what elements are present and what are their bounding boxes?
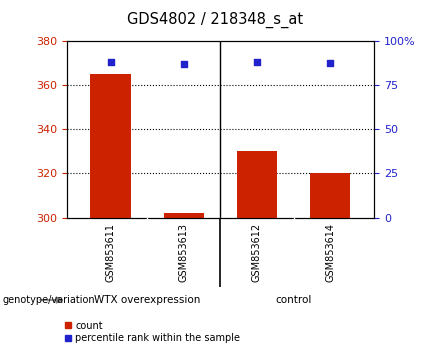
- Point: [254, 59, 261, 65]
- Text: WTX overexpression: WTX overexpression: [94, 295, 200, 305]
- Text: GSM853614: GSM853614: [325, 223, 335, 282]
- Point: [180, 61, 187, 67]
- Bar: [164, 213, 204, 218]
- Bar: [90, 74, 131, 218]
- Legend: count, percentile rank within the sample: count, percentile rank within the sample: [61, 317, 244, 347]
- Bar: [237, 152, 277, 218]
- Text: genotype/variation: genotype/variation: [2, 295, 95, 305]
- Text: GDS4802 / 218348_s_at: GDS4802 / 218348_s_at: [127, 11, 303, 28]
- Point: [107, 59, 114, 65]
- Text: GSM853611: GSM853611: [106, 223, 116, 282]
- Text: GSM853613: GSM853613: [179, 223, 189, 282]
- Point: [327, 60, 334, 66]
- Text: control: control: [275, 295, 312, 305]
- Bar: [310, 173, 350, 218]
- Text: GSM853612: GSM853612: [252, 223, 262, 282]
